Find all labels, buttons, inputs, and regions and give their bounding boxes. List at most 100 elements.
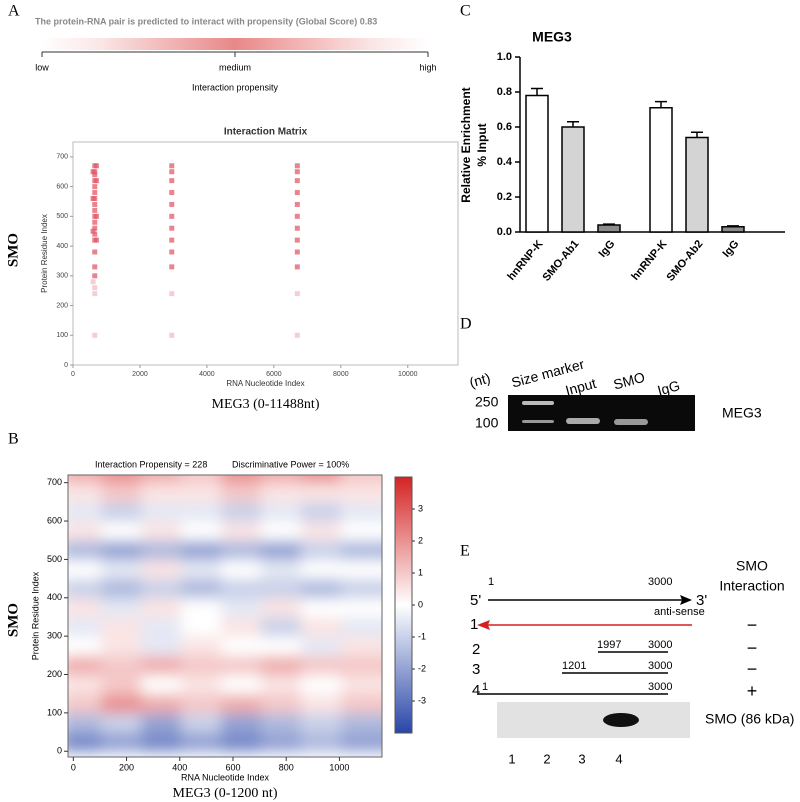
lane: 2 — [543, 751, 550, 766]
plot-frame — [67, 474, 383, 758]
y-tick-label: 500 — [47, 554, 62, 564]
gel-target: MEG3 — [722, 405, 762, 421]
y-tick-label: 300 — [56, 273, 68, 280]
gel-bands — [522, 401, 648, 425]
x-tick-label: 800 — [279, 762, 294, 772]
arrowhead — [680, 595, 692, 605]
heatmap-cell — [340, 693, 382, 714]
point — [92, 201, 98, 207]
x-tick-label: SMO-Ab2 — [665, 238, 706, 284]
y-tick-label: 700 — [47, 477, 62, 487]
coord: 1997 — [597, 639, 621, 651]
point — [93, 213, 99, 219]
row-id: 4 — [472, 682, 480, 699]
bar — [597, 224, 621, 233]
panel-letter: B — [8, 431, 19, 448]
x-tick-label: 10000 — [398, 371, 418, 378]
gel-lane: SMO — [612, 369, 647, 393]
row-id: 3 — [472, 661, 480, 678]
point — [92, 184, 98, 190]
point — [169, 169, 175, 175]
y-tick-label: 600 — [56, 183, 68, 190]
point — [92, 264, 98, 270]
antisense-label: anti-sense — [654, 606, 705, 618]
heatmap-cell — [340, 655, 382, 676]
coord: 1 — [482, 681, 488, 693]
scale-label: low — [35, 62, 49, 72]
caption: MEG3 (0-11488nt) — [212, 397, 320, 412]
x-axis-label: RNA Nucleotide Index — [181, 772, 270, 782]
x-tick-label: SMO-Ab1 — [541, 238, 582, 284]
y-tick-label: 0.0 — [497, 226, 512, 238]
annotation: Interaction Propensity = 228 — [95, 459, 207, 469]
colorbar-label: -3 — [418, 695, 426, 705]
colorbar-label: 3 — [418, 503, 423, 513]
blot-image — [497, 702, 690, 738]
y-tick-label: 0.8 — [497, 86, 512, 98]
point — [90, 228, 96, 234]
point — [90, 195, 96, 201]
heatmap-cell — [340, 540, 382, 560]
y-tick-label: 100 — [56, 332, 68, 339]
y-tick-label: 700 — [56, 154, 68, 161]
y-tick-label: 0.2 — [497, 191, 512, 203]
blot-labels: SMO (86 kDa) 1 2 3 4 — [508, 711, 794, 767]
end-label: 3' — [696, 592, 707, 609]
coord: 3000 — [648, 639, 672, 651]
gel-size: 250 — [475, 394, 499, 410]
point — [92, 249, 98, 255]
point — [169, 291, 175, 297]
point — [92, 172, 98, 178]
gel-image — [508, 395, 695, 431]
point — [169, 332, 175, 338]
y-axis-label: Protein Residue Index — [40, 214, 49, 293]
bar — [561, 126, 585, 233]
heatmap-cell — [340, 578, 382, 599]
heatmap-cell — [68, 475, 126, 484]
y-tick-label: 0 — [57, 746, 62, 756]
header: SMO — [736, 558, 768, 574]
colorbar-label: 0 — [418, 599, 423, 609]
sign: − — [747, 615, 758, 635]
point — [169, 264, 175, 270]
y-axis-label: Protein Residue Index — [30, 571, 40, 660]
coord: 3000 — [648, 681, 672, 693]
gel-lane: IgG — [656, 377, 682, 398]
point — [294, 264, 300, 270]
y-axis-label: % Input — [475, 123, 489, 166]
point — [92, 273, 98, 279]
y-tick-label: 200 — [56, 302, 68, 309]
row-id: 2 — [472, 641, 480, 658]
gel-lane: Input — [564, 375, 598, 399]
chart-title: Interaction Matrix — [224, 127, 308, 138]
propensity-title: The protein-RNA pair is predicted to int… — [35, 16, 377, 26]
point — [294, 225, 300, 231]
heatmap-cells — [68, 475, 382, 752]
constructs: SMO Interaction 1 3000 5' 3' anti-sense … — [470, 558, 785, 701]
point — [92, 231, 98, 237]
point — [294, 213, 300, 219]
heatmap-cell — [300, 475, 365, 484]
point — [294, 190, 300, 196]
point — [92, 225, 98, 231]
plot-frame — [72, 141, 459, 366]
point — [92, 291, 98, 297]
y-tick-label: 0 — [64, 362, 68, 369]
propensity-ticks — [41, 52, 429, 57]
lane: 4 — [615, 751, 622, 766]
sign: + — [747, 681, 758, 701]
heatmap-cell — [181, 475, 245, 484]
point — [169, 190, 175, 196]
panel-letter: C — [460, 3, 471, 20]
heatmap-cell — [340, 501, 382, 522]
heatmap-cell — [141, 475, 206, 484]
point — [92, 285, 98, 291]
coord: 3000 — [648, 576, 672, 588]
scale-label: high — [419, 62, 436, 72]
heatmap-cell — [340, 712, 382, 733]
y-tick-label: 100 — [47, 707, 62, 717]
gel-unit: (nt) — [468, 370, 492, 391]
x-tick-label: 8000 — [333, 371, 349, 378]
annotation: Discriminative Power = 100% — [232, 459, 349, 469]
x-tick-label: 4000 — [199, 371, 215, 378]
